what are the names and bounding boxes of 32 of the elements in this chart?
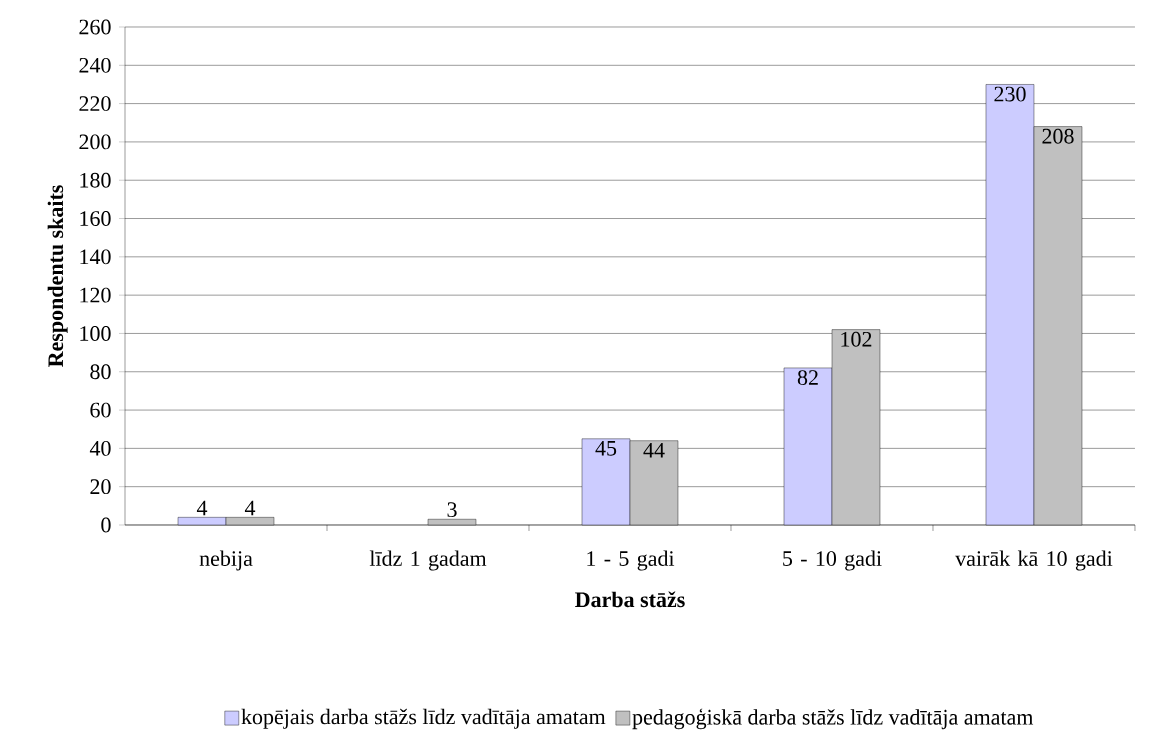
data-label: 208 <box>1042 128 1074 144</box>
x-tick-label: vairāk kā 10 gadi <box>955 550 1113 571</box>
x-tick-label: līdz 1 gadam <box>369 550 487 571</box>
y-tick-label: 160 <box>80 211 111 226</box>
data-label: 82 <box>797 370 818 385</box>
y-tick-label: 180 <box>80 172 111 188</box>
legend-label: pedagoģiskā darba stāžs līdz vadītāja amatam <box>632 708 1034 730</box>
x-tick-label: 5 - 10 gadi <box>783 550 882 571</box>
y-tick-label: 260 <box>79 19 111 35</box>
data-label: 45 <box>595 441 617 456</box>
data-label: 102 <box>841 331 872 347</box>
x-tick-label: 1 - 5 gadi <box>587 550 675 571</box>
legend-label: kopējais darba stāžs līdz vadītāja amatam <box>241 708 606 729</box>
data-label: 3 <box>447 502 457 518</box>
y-tick-label: 120 <box>80 287 111 303</box>
y-tick-label: 140 <box>80 249 111 265</box>
data-label: 44 <box>643 442 665 458</box>
y-tick-label: 20 <box>90 479 111 495</box>
y-tick-label: 220 <box>79 96 111 112</box>
y-tick-label: 0 <box>101 517 111 533</box>
y-tick-label: 80 <box>90 364 111 380</box>
y-axis-title: Respondentu skaits <box>47 185 68 367</box>
y-tick-label: 40 <box>89 440 111 456</box>
y-tick-label: 200 <box>79 134 111 150</box>
data-label: 4 <box>196 500 208 516</box>
data-label: 4 <box>244 500 256 516</box>
data-label: 230 <box>994 86 1026 102</box>
y-tick-label: 240 <box>79 57 111 73</box>
x-axis-title: Darba stāžs <box>575 591 685 608</box>
x-tick-label: nebija <box>199 550 253 571</box>
y-tick-label: 60 <box>90 402 111 418</box>
y-tick-label: 100 <box>80 326 111 341</box>
